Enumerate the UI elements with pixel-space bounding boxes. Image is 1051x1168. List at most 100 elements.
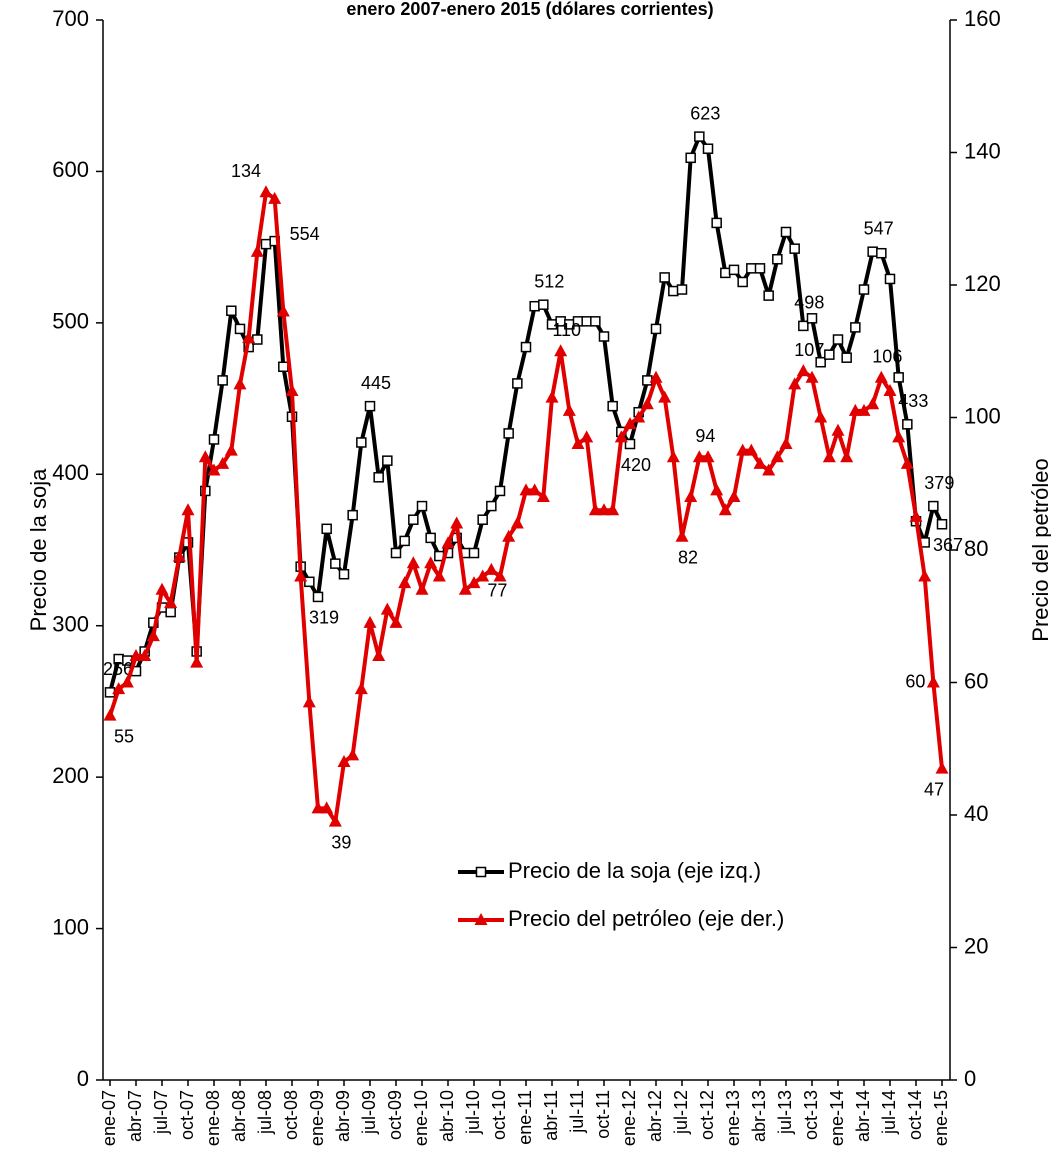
data-label: 94 [695,426,715,446]
data-label: 110 [552,320,581,340]
data-point [728,264,740,276]
data-point [598,331,610,342]
data-point [798,320,809,332]
data-point [727,490,741,502]
data-point [642,375,653,386]
data-point [190,655,204,668]
x-tick-label: jul-09 [359,1090,379,1135]
data-point [632,410,646,423]
x-tick-label: abr-08 [229,1090,249,1142]
data-point [389,615,403,628]
data-point [850,322,861,333]
x-tick-label: oct-07 [177,1090,197,1140]
data-point [936,519,948,530]
data-point [260,238,272,250]
x-tick-label: abr-13 [749,1090,769,1142]
y-tick-label: 0 [77,1066,89,1091]
data-point [763,290,774,301]
data-point [346,748,360,761]
data-point [650,323,662,335]
data-label: 367 [933,535,963,555]
data-point [330,558,341,569]
data-point [701,450,715,463]
data-point [278,361,289,373]
data-label: 554 [290,224,320,244]
data-point [536,490,550,502]
data-point [736,443,750,456]
data-label: 445 [361,373,391,393]
data-point [883,384,897,396]
data-point [285,384,299,396]
data-point [900,456,914,469]
data-point [226,305,237,316]
data-label: 512 [534,271,564,291]
x-tick-label: abr-12 [645,1090,665,1142]
x-tick-label: jul-12 [671,1090,691,1135]
data-point [103,708,117,721]
data-point [276,304,290,317]
data-point [425,532,436,544]
data-point [935,761,949,774]
y2-tick-label: 100 [964,403,1001,428]
data-point [493,569,507,582]
data-point [581,316,592,327]
data-point [909,509,923,522]
data-label: 82 [678,548,698,568]
data-point [606,503,620,516]
data-point [884,273,896,285]
x-tick-label: ene-07 [99,1090,119,1146]
legend-marker [475,866,487,878]
data-point [841,352,852,363]
data-point [512,378,523,389]
data-label: 55 [114,726,134,746]
y-tick-label: 400 [52,460,89,485]
data-label: 498 [794,293,824,313]
x-tick-label: oct-10 [489,1090,509,1140]
data-point [302,695,316,708]
x-tick-label: jul-07 [151,1090,171,1135]
data-point [624,438,636,450]
data-point [398,576,412,589]
data-point [502,529,516,542]
x-tick-label: oct-12 [697,1090,717,1140]
data-point [172,549,186,562]
x-tick-label: ene-11 [515,1090,535,1145]
data-point [338,568,350,580]
x-tick-label: abr-11 [541,1090,561,1141]
data-point [607,400,618,412]
data-point [918,569,932,582]
y2-tick-label: 20 [964,933,988,958]
data-point [754,263,766,274]
data-point [363,615,377,628]
data-point [685,152,696,164]
y2-tick-label: 0 [964,1066,976,1091]
data-point [424,556,438,569]
data-point [857,403,871,416]
x-tick-label: jul-10 [463,1090,483,1135]
data-point [614,430,628,443]
data-point [702,143,714,154]
data-point [477,514,488,525]
data-point [805,370,819,383]
x-tick-label: oct-09 [385,1090,405,1140]
data-point [408,514,419,525]
data-point [684,490,698,502]
x-tick-label: ene-09 [307,1090,327,1146]
data-point [789,243,800,254]
data-point [711,217,722,229]
data-point [928,500,939,512]
data-point [746,263,757,274]
data-label: 106 [872,347,902,367]
data-point [753,456,767,469]
legend-label: Precio del petróleo (eje der.) [508,906,784,931]
y2-tick-label: 60 [964,668,988,693]
data-point [112,682,126,695]
data-point [382,455,393,466]
data-point [320,801,334,814]
data-point [415,582,429,595]
data-point [458,582,472,595]
data-point [268,191,282,204]
data-label: 420 [621,455,651,475]
data-point [902,419,913,430]
